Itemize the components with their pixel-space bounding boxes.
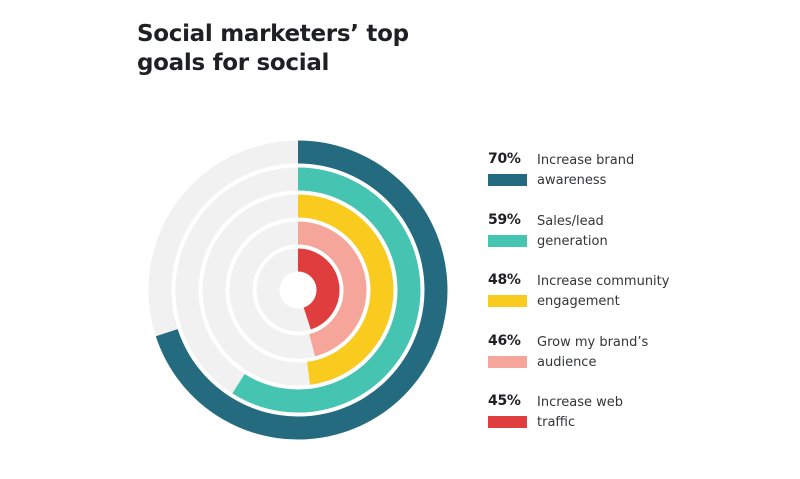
legend-label: Increase web traffic (537, 393, 623, 433)
legend-label-line: traffic (537, 415, 576, 430)
ring-bar (232, 167, 421, 413)
legend-label-line: Grow my brand’s (537, 334, 649, 350)
legend-value: 48% (488, 272, 521, 288)
legend-value: 70% (488, 151, 521, 167)
legend-label-line: Increase community (537, 274, 670, 289)
legend-label: Sales/lead generation (537, 212, 608, 252)
legend-item: 48% Increase community engagement (485, 272, 785, 312)
ring-bar (297, 221, 367, 357)
legend-label-line: Increase brand (537, 153, 635, 168)
legend-swatch (488, 355, 527, 368)
ring-bar (297, 248, 340, 330)
legend-label-line: awareness (537, 173, 607, 188)
legend-item: 70% Increase brand awareness (485, 151, 785, 191)
legend-label-line: engagement (537, 294, 620, 309)
legend-label-line: audience (537, 354, 597, 370)
legend-swatch (488, 174, 527, 186)
legend-label-line: Sales/lead (537, 213, 604, 229)
legend-item: 45% Increase web traffic (485, 393, 785, 433)
ring-bar (297, 194, 394, 385)
legend-value: 59% (488, 211, 521, 228)
chart-title: Social marketers’ top goals for social (137, 20, 409, 78)
ring-bar (155, 140, 448, 440)
legend-swatch (488, 295, 527, 307)
legend-item: 59% Sales/lead generation (485, 212, 785, 252)
legend-label-line: Increase web (537, 395, 624, 410)
legend-swatch (488, 234, 527, 247)
chart-legend: 70% Increase brand awareness 59% Sales/l… (485, 151, 785, 454)
legend-item: 46% Grow my brand’s audience (485, 333, 785, 373)
legend-value: 45% (488, 393, 521, 409)
legend-label: Increase community engagement (537, 272, 669, 312)
legend-label: Increase brand awareness (537, 151, 634, 191)
radial-bar-chart (148, 140, 448, 440)
chart-title-line-1: Social marketers’ top (137, 21, 409, 47)
legend-swatch (488, 416, 527, 428)
chart-title-line-2: goals for social (137, 50, 330, 76)
legend-label: Grow my brand’s audience (537, 333, 648, 373)
legend-label-line: generation (537, 233, 608, 249)
legend-value: 46% (488, 332, 521, 349)
